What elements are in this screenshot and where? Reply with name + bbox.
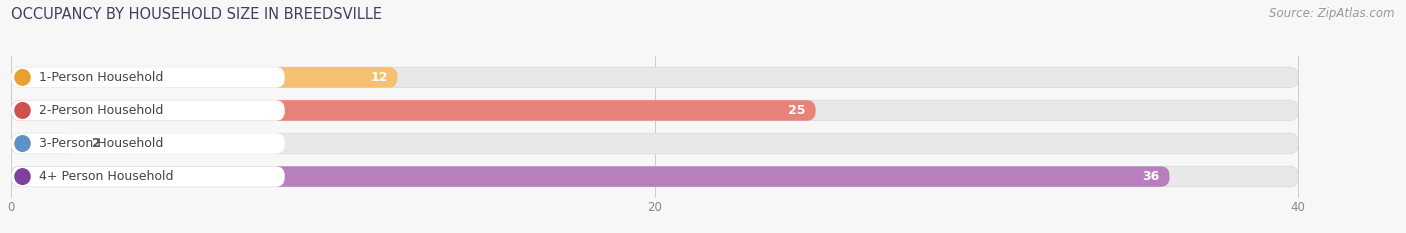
Text: OCCUPANCY BY HOUSEHOLD SIZE IN BREEDSVILLE: OCCUPANCY BY HOUSEHOLD SIZE IN BREEDSVIL… xyxy=(11,7,382,22)
FancyBboxPatch shape xyxy=(11,67,285,88)
Text: 3-Person Household: 3-Person Household xyxy=(38,137,163,150)
FancyBboxPatch shape xyxy=(11,166,285,187)
FancyBboxPatch shape xyxy=(11,133,285,154)
FancyBboxPatch shape xyxy=(11,166,1298,187)
Text: 4+ Person Household: 4+ Person Household xyxy=(38,170,173,183)
FancyBboxPatch shape xyxy=(11,67,398,88)
Text: Source: ZipAtlas.com: Source: ZipAtlas.com xyxy=(1270,7,1395,20)
Text: 25: 25 xyxy=(789,104,806,117)
FancyBboxPatch shape xyxy=(11,67,1298,88)
Text: 2-Person Household: 2-Person Household xyxy=(38,104,163,117)
FancyBboxPatch shape xyxy=(11,166,1170,187)
Text: 2: 2 xyxy=(91,137,100,150)
Circle shape xyxy=(15,169,30,184)
Text: 36: 36 xyxy=(1143,170,1160,183)
Text: 1-Person Household: 1-Person Household xyxy=(38,71,163,84)
FancyBboxPatch shape xyxy=(11,100,815,121)
Text: 12: 12 xyxy=(370,71,388,84)
Circle shape xyxy=(15,70,30,85)
FancyBboxPatch shape xyxy=(11,100,1298,121)
Circle shape xyxy=(15,136,30,151)
FancyBboxPatch shape xyxy=(11,100,285,121)
Circle shape xyxy=(15,103,30,118)
FancyBboxPatch shape xyxy=(11,133,76,154)
FancyBboxPatch shape xyxy=(11,133,1298,154)
